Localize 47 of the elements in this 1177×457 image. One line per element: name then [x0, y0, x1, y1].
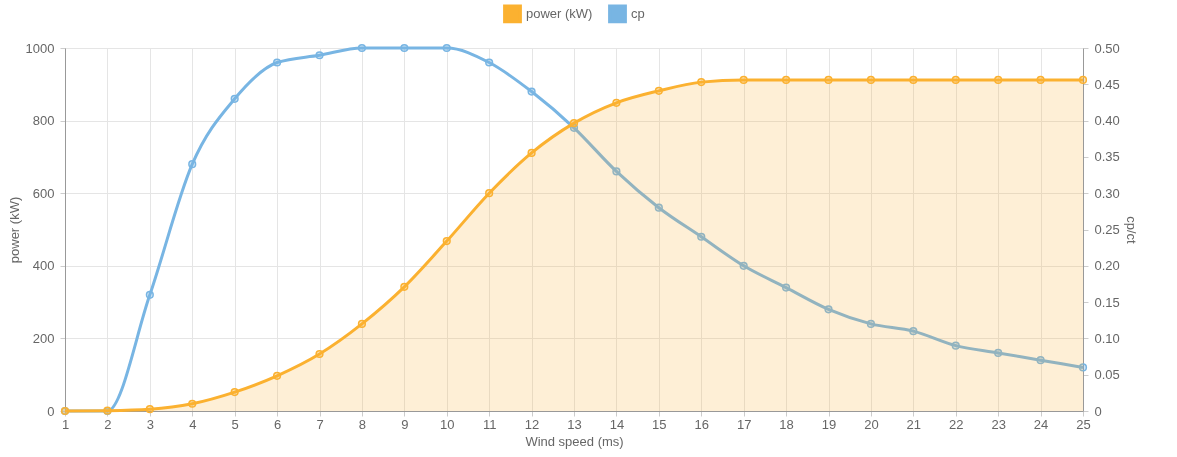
- x-tick-label: 14: [609, 416, 625, 432]
- x-tick-label: 10: [440, 416, 455, 432]
- x-tick-label: 20: [864, 416, 879, 432]
- x-tick-label: 3: [146, 416, 154, 432]
- x-tick-label: 22: [949, 416, 964, 432]
- y-tick-label: 0: [47, 403, 55, 419]
- y2-tick-label: 0.20: [1094, 258, 1120, 274]
- x-tick-label: 18: [779, 416, 794, 432]
- y2-tick-label: 0.35: [1094, 149, 1120, 165]
- y-tick-label: 200: [32, 330, 55, 346]
- y-tick-label: 400: [32, 258, 55, 274]
- x-tick-label: 13: [567, 416, 582, 432]
- x-tick-label: 25: [1076, 416, 1091, 432]
- y-tick-label: 800: [32, 113, 55, 129]
- y-tick-label: 1000: [25, 40, 55, 56]
- y2-tick-label: 0.40: [1094, 113, 1120, 129]
- x-tick-label: 15: [652, 416, 667, 432]
- x-tick-label: 19: [821, 416, 837, 432]
- x-tick-label: 5: [231, 416, 239, 432]
- x-tick-label: 16: [694, 416, 709, 432]
- x-tick-label: 11: [482, 416, 497, 432]
- x-tick-label: 9: [401, 416, 409, 432]
- x-tick-label: 12: [524, 416, 540, 432]
- x-tick-label: 17: [736, 416, 752, 432]
- y2-tick-label: 0.45: [1094, 76, 1120, 92]
- y2-tick-label: 0.15: [1094, 294, 1120, 310]
- y2-axis-title: cp/ct: [1123, 216, 1139, 245]
- legend-label: cp: [631, 5, 645, 21]
- x-tick-label: 6: [273, 416, 282, 432]
- x-tick-label: 2: [104, 416, 112, 432]
- legend-label: power (kW): [526, 5, 593, 21]
- y2-tick-label: 0: [1094, 403, 1102, 419]
- y2-tick-label: 0.05: [1094, 367, 1120, 383]
- x-tick-label: 1: [61, 416, 70, 432]
- y2-tick-label: 0.10: [1094, 330, 1120, 346]
- x-tick-label: 21: [906, 416, 922, 432]
- y2-tick-label: 0.30: [1094, 185, 1120, 201]
- y-axis-title: power (kW): [6, 196, 22, 264]
- x-tick-label: 7: [316, 416, 324, 432]
- y2-tick-label: 0.50: [1094, 40, 1120, 56]
- x-tick-label: 4: [189, 416, 197, 432]
- x-tick-label: 23: [991, 416, 1006, 432]
- x-tick-label: 8: [358, 416, 367, 432]
- x-tick-label: 24: [1033, 416, 1049, 432]
- x-axis-title: Wind speed (ms): [525, 433, 624, 449]
- y2-tick-label: 0.25: [1094, 222, 1120, 237]
- y-tick-label: 600: [32, 185, 55, 201]
